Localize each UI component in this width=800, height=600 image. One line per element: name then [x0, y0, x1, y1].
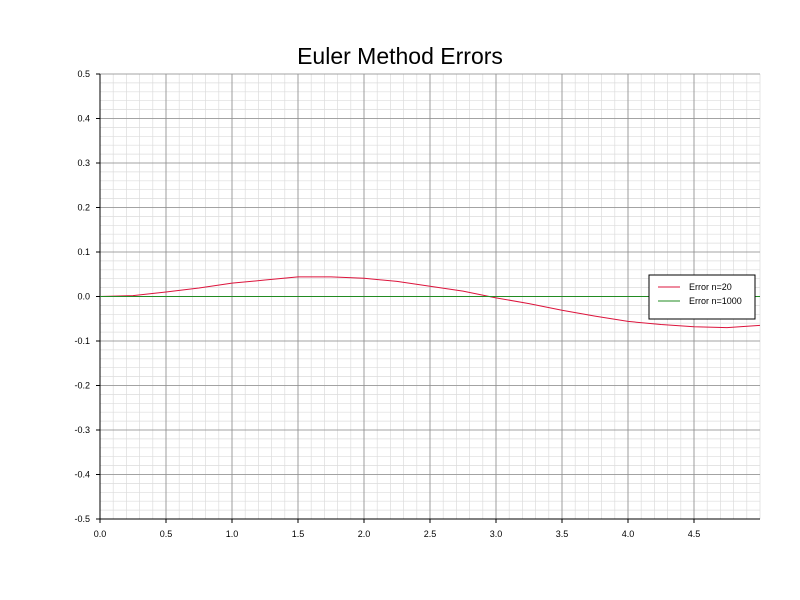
x-tick-label: 3.5 [556, 529, 569, 539]
x-tick-label: 0.5 [160, 529, 173, 539]
y-tick-label: -0.2 [74, 381, 90, 391]
x-tick-label: 3.0 [490, 529, 503, 539]
legend: Error n=20 Error n=1000 [648, 274, 756, 320]
y-tick-label: 0.5 [77, 69, 90, 79]
x-tick-label: 4.5 [688, 529, 701, 539]
x-tick-label: 4.0 [622, 529, 635, 539]
y-tick-label: -0.1 [74, 336, 90, 346]
y-tick-label: -0.4 [74, 470, 90, 480]
y-tick-label: 0.3 [77, 158, 90, 168]
y-tick-label: -0.5 [74, 514, 90, 524]
x-tick-label: 2.0 [358, 529, 371, 539]
x-tick-label: 0.0 [94, 529, 107, 539]
y-tick-label: -0.3 [74, 425, 90, 435]
x-tick-label: 2.5 [424, 529, 437, 539]
x-tick-label: 1.0 [226, 529, 239, 539]
legend-box [648, 274, 756, 320]
legend-label: Error n=1000 [689, 296, 742, 306]
x-axis-ticks: 0.0 0.5 1.0 1.5 2.0 2.5 3.0 3.5 4.0 4.5 [94, 519, 701, 539]
y-tick-label: 0.4 [77, 114, 90, 124]
chart-title: Euler Method Errors [297, 43, 503, 69]
y-axis-ticks: 0.5 0.4 0.3 0.2 0.1 0.0 -0.1 -0.2 -0.3 -0.4 -0.5 [74, 69, 100, 524]
y-tick-label: 0.0 [77, 292, 90, 302]
x-tick-label: 1.5 [292, 529, 305, 539]
y-tick-label: 0.1 [77, 247, 90, 257]
legend-label: Error n=20 [689, 282, 732, 292]
series-line-error-n-20 [99, 276, 761, 329]
y-tick-label: 0.2 [77, 203, 90, 213]
